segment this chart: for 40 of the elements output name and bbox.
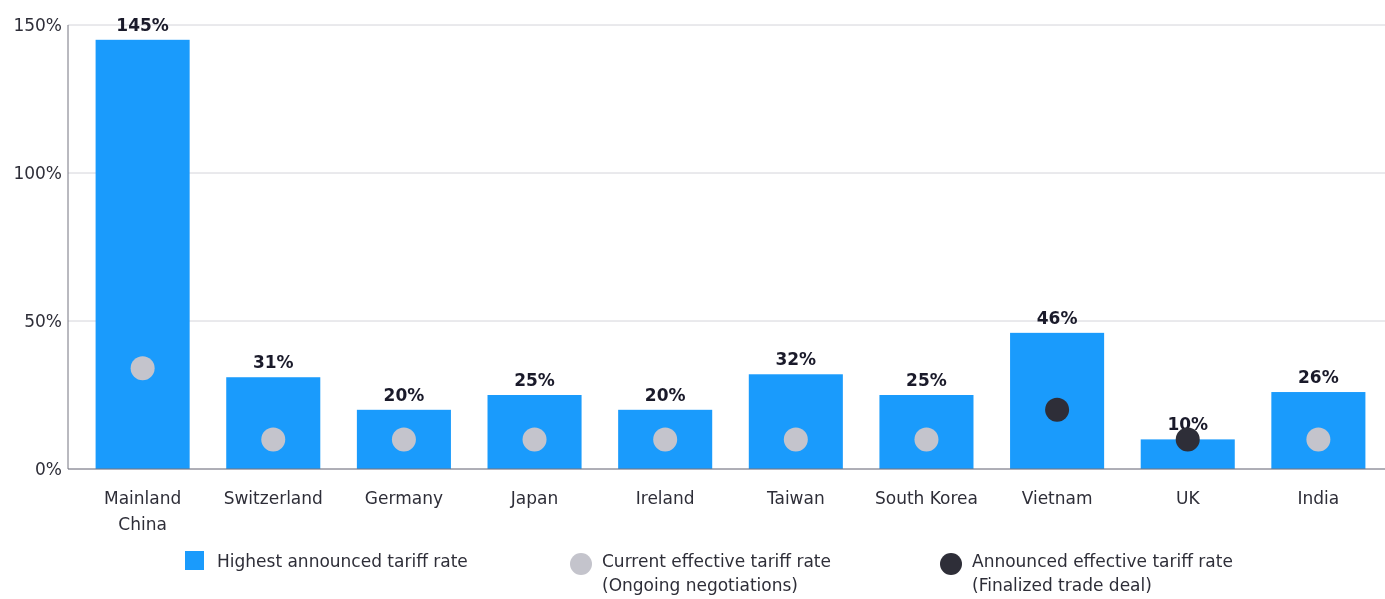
legend-label: Highest announced tariff rate [217, 551, 468, 571]
y-tick-label: 0% [35, 458, 62, 479]
point [1045, 397, 1070, 422]
x-tick-label: Japan [509, 488, 559, 508]
data-label: 145% [116, 14, 169, 35]
bar [356, 409, 451, 469]
data-label: 10% [1167, 414, 1209, 435]
y-tick-label: 100% [13, 162, 62, 183]
bar [618, 409, 713, 469]
point [783, 427, 808, 452]
x-tick-label: South Korea [874, 488, 978, 508]
x-tick-label: UK [1175, 488, 1201, 508]
data-label: 25% [906, 370, 947, 390]
data-label: 32% [775, 349, 817, 370]
bar [1010, 332, 1105, 469]
x-tick-label: Switzerland [223, 488, 323, 508]
bar [226, 377, 321, 469]
y-tick-label: 50% [24, 310, 62, 331]
point [261, 427, 286, 452]
point [130, 356, 155, 381]
x-tick-label: India [1297, 488, 1340, 508]
bar [879, 395, 974, 469]
bar [748, 374, 843, 469]
legend-label: Announced effective tariff rate (Finalized trade deal) [972, 551, 1233, 595]
legend-label: Current effective tariff rate (Ongoing negotiations) [602, 551, 831, 595]
x-tick-label: Germany [364, 488, 443, 508]
bar [1271, 392, 1366, 469]
data-label: 20% [644, 384, 686, 405]
data-label: 26% [1298, 367, 1339, 388]
x-tick-label: Taiwan [765, 488, 825, 508]
data-label: 20% [383, 384, 425, 405]
data-label: 31% [252, 352, 294, 373]
x-tick-label: Mainland China [103, 488, 182, 534]
bar [95, 39, 190, 469]
bar [487, 395, 582, 469]
data-label: 46% [1036, 307, 1078, 328]
x-tick-label: Ireland [635, 488, 695, 508]
data-label: 25% [514, 370, 555, 390]
x-tick-label: Vietnam [1021, 488, 1093, 508]
y-tick-label: 150% [13, 14, 62, 35]
